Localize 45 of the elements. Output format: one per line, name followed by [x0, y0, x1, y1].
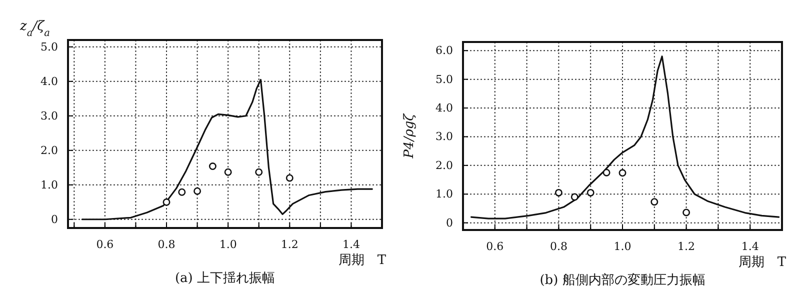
y-tick-label: 0 — [446, 216, 453, 230]
x-tick-label: 0.6 — [96, 238, 114, 251]
y-tick-label: 4.0 — [40, 74, 58, 88]
x-tick-label: 1.2 — [280, 238, 298, 251]
x-axis-title: 周期 T — [738, 255, 786, 270]
point — [162, 198, 170, 206]
x-tick-label: 1.0 — [219, 238, 237, 251]
x-tick-label: 1.0 — [614, 240, 632, 253]
point — [586, 188, 594, 196]
x-tick-label: 0.8 — [550, 240, 568, 253]
x-tick-label: 0.6 — [486, 240, 504, 253]
point — [570, 193, 578, 201]
x-tick-label: 1.4 — [741, 240, 759, 253]
x-tick-label: 1.2 — [678, 240, 696, 253]
y-tick-label: 1.0 — [436, 188, 453, 201]
y-axis-title: P4/ρgζ — [402, 112, 417, 160]
y-tick-label: 6.0 — [436, 44, 453, 58]
line-series — [470, 56, 780, 220]
y-tick-label: 5.0 — [436, 72, 453, 86]
text: (b) 船側内部の変動圧力振幅 — [540, 272, 706, 288]
x-tick-label: 1.4 — [342, 238, 360, 251]
point — [618, 169, 626, 177]
y-tick-label: 1.0 — [40, 178, 58, 192]
point — [602, 168, 610, 176]
point — [554, 188, 562, 196]
y-tick-label: 2.0 — [436, 158, 453, 172]
y-axis-title: z$_{a}$/ζ$_{a}$ — [19, 19, 50, 38]
line-series — [81, 78, 373, 220]
x-tick-label: 0.8 — [158, 238, 176, 251]
point — [194, 187, 202, 195]
point — [224, 168, 232, 176]
y-tick-label: 3.0 — [436, 130, 453, 144]
point — [650, 198, 658, 206]
y-tick-label: 0 — [51, 212, 58, 226]
y-tick-label: 3.0 — [40, 109, 58, 122]
point — [208, 162, 216, 170]
x-axis-title: 周期 T — [338, 253, 386, 268]
point — [255, 168, 263, 176]
point — [178, 188, 186, 196]
point — [286, 174, 294, 182]
y-tick-label: 4.0 — [436, 102, 453, 115]
y-tick-label: 2.0 — [40, 144, 58, 157]
text: (a) 上下揺れ振幅 — [174, 271, 276, 286]
point — [682, 208, 690, 216]
y-tick-label: 5.0 — [40, 40, 58, 54]
